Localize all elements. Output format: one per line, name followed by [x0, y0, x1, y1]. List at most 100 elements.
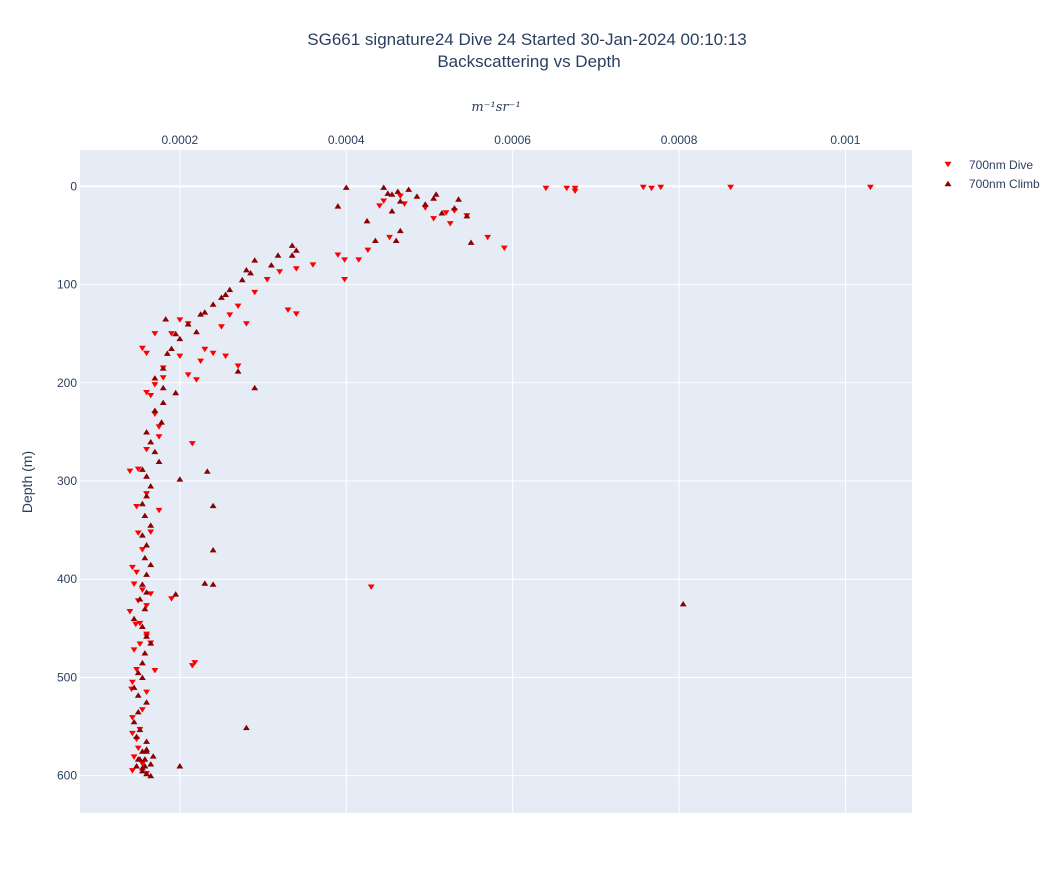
dive-point[interactable] — [139, 761, 146, 767]
climb-point[interactable] — [197, 311, 205, 317]
climb-point[interactable] — [209, 581, 217, 587]
climb-point[interactable] — [342, 184, 350, 190]
dive-point[interactable] — [129, 564, 136, 571]
dive-point[interactable] — [139, 345, 146, 352]
climb-point[interactable] — [151, 448, 159, 455]
climb-point[interactable] — [158, 419, 165, 425]
dive-point[interactable] — [184, 372, 192, 378]
dive-point[interactable] — [168, 331, 175, 337]
climb-point[interactable] — [172, 389, 180, 396]
climb-point[interactable] — [141, 650, 149, 656]
dive-point[interactable] — [542, 185, 550, 192]
dive-point[interactable] — [147, 591, 155, 597]
dive-point[interactable] — [243, 321, 250, 327]
climb-point[interactable] — [371, 237, 379, 243]
climb-point[interactable] — [292, 247, 300, 253]
climb-point[interactable] — [130, 615, 138, 622]
dive-point[interactable] — [151, 331, 159, 337]
climb-point[interactable] — [392, 237, 400, 243]
dive-point[interactable] — [251, 289, 259, 296]
dive-point[interactable] — [639, 184, 647, 191]
dive-point[interactable] — [648, 185, 655, 192]
climb-point[interactable] — [405, 186, 413, 192]
dive-point[interactable] — [309, 262, 317, 268]
dive-point[interactable] — [151, 411, 159, 418]
climb-point[interactable] — [151, 375, 159, 381]
climb-point[interactable] — [143, 571, 150, 577]
dive-point[interactable] — [226, 312, 234, 318]
dive-point[interactable] — [386, 234, 393, 241]
climb-point[interactable] — [143, 542, 150, 548]
dive-point[interactable] — [209, 350, 217, 357]
dive-point[interactable] — [234, 363, 242, 369]
legend-item-climb[interactable]: 700nm Climb — [944, 177, 1041, 191]
climb-point[interactable] — [139, 767, 146, 774]
climb-point[interactable] — [396, 227, 404, 234]
dive-point[interactable] — [727, 184, 735, 191]
climb-point[interactable] — [467, 239, 475, 245]
dive-point[interactable] — [134, 466, 142, 473]
dive-point[interactable] — [571, 185, 579, 192]
climb-point[interactable] — [151, 407, 159, 413]
dive-point[interactable] — [191, 660, 199, 666]
dive-point[interactable] — [263, 277, 271, 283]
dive-point[interactable] — [130, 647, 138, 653]
climb-point[interactable] — [143, 770, 150, 777]
climb-point[interactable] — [218, 294, 225, 300]
dive-point[interactable] — [442, 210, 450, 216]
dive-point[interactable] — [188, 663, 196, 669]
climb-point[interactable] — [238, 276, 246, 283]
climb-point[interactable] — [226, 286, 234, 293]
dive-point[interactable] — [139, 547, 146, 553]
dive-point[interactable] — [130, 581, 138, 587]
dive-point[interactable] — [484, 234, 492, 241]
dive-point[interactable] — [193, 377, 200, 383]
dive-point[interactable] — [139, 707, 146, 713]
dive-point[interactable] — [292, 311, 300, 317]
dive-point[interactable] — [657, 184, 665, 191]
dive-point[interactable] — [130, 754, 138, 760]
dive-point[interactable] — [292, 266, 300, 272]
climb-point[interactable] — [159, 365, 167, 371]
dive-point[interactable] — [234, 303, 242, 309]
dive-point[interactable] — [380, 198, 388, 204]
climb-point[interactable] — [147, 438, 155, 445]
legend-item-dive[interactable]: 700nm Dive — [944, 158, 1034, 172]
climb-point[interactable] — [143, 429, 150, 435]
dive-point[interactable] — [132, 621, 140, 628]
climb-point[interactable] — [251, 384, 259, 391]
climb-point[interactable] — [141, 756, 149, 762]
climb-point[interactable] — [130, 718, 138, 725]
climb-point[interactable] — [139, 466, 146, 472]
climb-point[interactable] — [168, 345, 175, 352]
climb-point[interactable] — [147, 772, 155, 779]
climb-point[interactable] — [679, 600, 687, 607]
climb-point[interactable] — [243, 724, 250, 731]
climb-point[interactable] — [421, 201, 429, 207]
dive-point[interactable] — [500, 245, 508, 252]
dive-point[interactable] — [188, 441, 196, 447]
climb-point[interactable] — [176, 763, 184, 769]
climb-point[interactable] — [162, 316, 170, 322]
climb-point[interactable] — [209, 502, 217, 509]
climb-point[interactable] — [133, 733, 140, 739]
dive-point[interactable] — [129, 730, 136, 737]
climb-point[interactable] — [438, 210, 446, 216]
dive-point[interactable] — [143, 446, 150, 453]
climb-point[interactable] — [149, 753, 157, 759]
climb-point[interactable] — [143, 633, 150, 639]
dive-point[interactable] — [136, 620, 144, 627]
dive-point[interactable] — [147, 529, 155, 535]
climb-point[interactable] — [139, 765, 146, 771]
dive-point[interactable] — [563, 185, 571, 192]
dive-point[interactable] — [155, 424, 163, 430]
climb-point[interactable] — [394, 188, 402, 194]
dive-point[interactable] — [129, 679, 136, 686]
climb-point[interactable] — [234, 368, 242, 374]
climb-point[interactable] — [143, 699, 150, 705]
dive-point[interactable] — [134, 745, 142, 751]
climb-point[interactable] — [201, 309, 209, 315]
climb-point[interactable] — [136, 726, 144, 733]
climb-point[interactable] — [384, 190, 392, 196]
dive-point[interactable] — [159, 375, 167, 381]
